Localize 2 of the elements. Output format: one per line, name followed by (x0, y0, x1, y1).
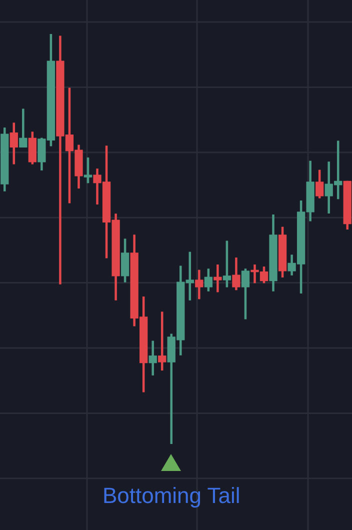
text: Bottoming Tail (102, 483, 240, 508)
candlestick (214, 264, 222, 292)
